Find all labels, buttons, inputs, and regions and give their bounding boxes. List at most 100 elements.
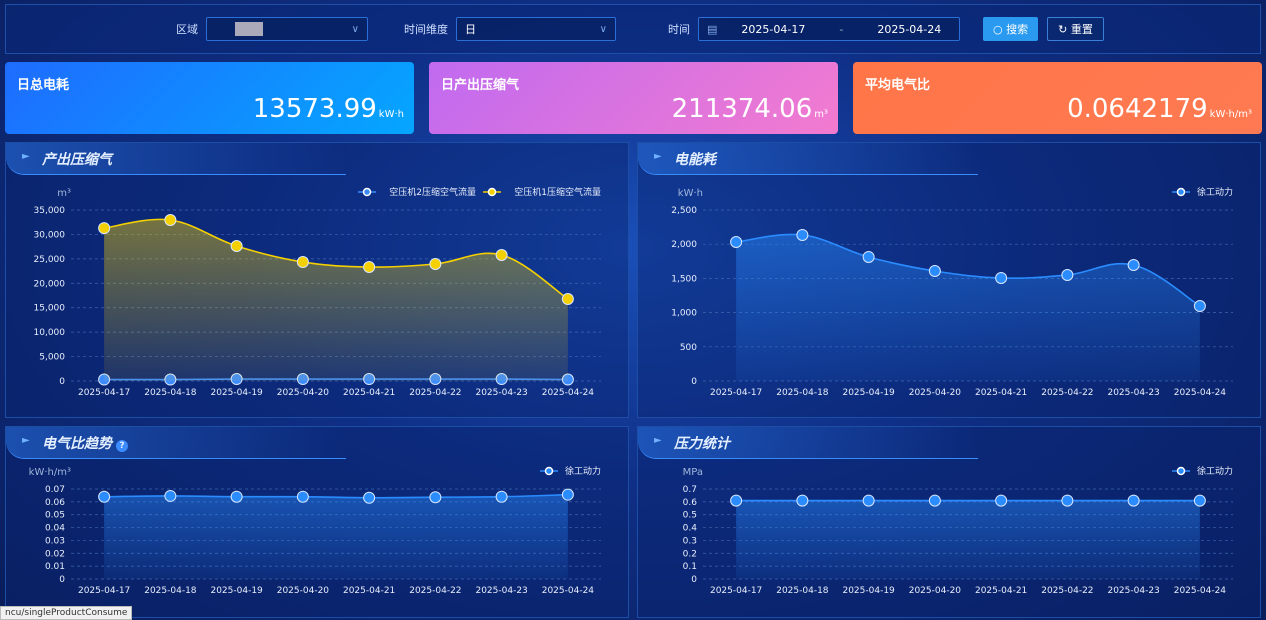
y-tick-label: 0.5 — [683, 511, 697, 521]
kpi-title: 平均电气比 — [865, 78, 931, 93]
x-tick-label: 2025-04-24 — [542, 586, 595, 596]
y-axis-label: kW·h — [678, 188, 703, 199]
data-point — [862, 494, 875, 507]
kpi-value: 0.0642179 — [1067, 94, 1208, 124]
x-tick-label: 2025-04-23 — [475, 388, 527, 398]
y-tick-label: 0.02 — [45, 549, 65, 559]
x-tick-label: 2025-04-22 — [409, 388, 461, 398]
x-tick-label: 2025-04-21 — [343, 388, 395, 398]
panel-pressure: ► 压力统计 MPa 0 0.1 0.2 0.3 0.4 0.5 0.6 0.7 2025-04-1… — [637, 426, 1261, 618]
panel-power: ► 电能耗 kW·h 0 500 1,000 1,500 2,000 2,500 2025-04… — [637, 142, 1261, 418]
help-icon[interactable]: ? — [116, 440, 128, 452]
legend-label: 徐工动力 — [1197, 465, 1233, 477]
data-point — [495, 490, 508, 503]
x-tick-label: 2025-04-20 — [277, 586, 330, 596]
panel-title: 产出压缩气 — [42, 152, 112, 168]
reset-button[interactable]: ↻ 重置 — [1047, 17, 1104, 41]
y-tick-label: 30,000 — [34, 230, 66, 240]
region-select[interactable]: ∨ — [206, 17, 368, 41]
data-point — [363, 491, 376, 504]
region-value-redacted — [235, 22, 263, 36]
x-tick-label: 2025-04-22 — [409, 586, 461, 596]
y-tick-label: 0.7 — [683, 485, 697, 495]
data-point — [995, 271, 1008, 284]
date-end[interactable]: 2025-04-24 — [877, 22, 942, 36]
y-tick-label: 0.1 — [683, 562, 697, 572]
y-axis-label: MPa — [683, 467, 703, 478]
data-point — [363, 261, 376, 274]
search-icon: ○ — [993, 22, 1007, 36]
data-point — [296, 490, 309, 503]
x-tick-label: 2025-04-23 — [1107, 586, 1159, 596]
kpi-value: 211374.06 — [671, 94, 813, 124]
date-range-picker[interactable]: ▤ 2025-04-17 - 2025-04-24 — [698, 17, 960, 41]
x-tick-label: 2025-04-22 — [1041, 388, 1093, 398]
kpi-card-avg-ratio: 平均电气比 0.0642179 kW·h/m³ — [853, 62, 1262, 134]
data-point — [561, 293, 574, 306]
x-tick-label: 2025-04-24 — [542, 388, 595, 398]
legend-marker — [362, 187, 372, 197]
x-tick-label: 2025-04-17 — [710, 388, 762, 398]
data-point — [928, 494, 941, 507]
status-bar-url: ncu/singleProductConsume — [0, 606, 133, 620]
y-tick-label: 1,000 — [671, 309, 697, 319]
kpi-value: 13573.99 — [252, 94, 377, 124]
time-dimension-select[interactable]: 日 ∨ — [456, 17, 616, 41]
y-tick-label: 0.03 — [45, 536, 65, 546]
arrow-icon: ► — [654, 151, 662, 162]
chevron-down-icon: ∨ — [351, 23, 359, 35]
x-tick-label: 2025-04-20 — [909, 388, 962, 398]
data-point — [429, 257, 442, 270]
data-point — [164, 214, 177, 227]
time-label: 时间 — [668, 23, 690, 36]
kpi-unit: kW·h — [378, 109, 404, 120]
data-point — [1061, 494, 1074, 507]
legend-marker — [544, 466, 554, 476]
date-start[interactable]: 2025-04-17 — [741, 22, 806, 36]
y-tick-label: 2,000 — [671, 240, 697, 250]
data-point — [495, 248, 508, 261]
y-tick-label: 5,000 — [39, 353, 65, 363]
x-tick-label: 2025-04-18 — [144, 586, 197, 596]
chart-compressed-air: m³ 0 5,000 10,000 15,000 20,000 25,000 30,000 35… — [34, 186, 601, 398]
panel-title: 电能耗 — [674, 152, 716, 168]
data-point — [1193, 300, 1206, 313]
arrow-icon: ► — [654, 435, 662, 446]
data-point — [98, 222, 111, 235]
data-point — [862, 250, 875, 263]
data-point — [98, 490, 111, 503]
chevron-down-icon: ∨ — [599, 23, 607, 35]
x-tick-label: 2025-04-17 — [78, 388, 130, 398]
panel-title: 电气比趋势 — [42, 436, 112, 452]
series-area — [104, 494, 568, 579]
x-tick-label: 2025-04-21 — [975, 586, 1027, 596]
y-tick-label: 0.01 — [45, 562, 65, 572]
y-tick-label: 0.6 — [683, 498, 698, 508]
data-point — [561, 488, 574, 501]
kpi-title: 日总电耗 — [17, 78, 70, 93]
kpi-unit: kW·h/m³ — [1209, 109, 1252, 120]
x-tick-label: 2025-04-23 — [1107, 388, 1159, 398]
x-tick-label: 2025-04-17 — [78, 586, 130, 596]
legend-marker — [1176, 466, 1186, 476]
series-area — [104, 219, 568, 381]
y-tick-label: 500 — [680, 343, 697, 353]
kpi-card-total-power: 日总电耗 13573.99 kW·h — [5, 62, 414, 134]
y-tick-label: 0 — [691, 377, 697, 387]
x-tick-label: 2025-04-19 — [842, 586, 895, 596]
data-point — [429, 491, 442, 504]
y-tick-label: 0.06 — [45, 498, 65, 508]
calendar-icon: ▤ — [707, 22, 718, 36]
data-point — [1127, 258, 1140, 271]
y-tick-label: 25,000 — [34, 255, 66, 265]
y-tick-label: 0 — [59, 575, 65, 585]
data-point — [995, 494, 1008, 507]
series-line — [104, 493, 568, 499]
series-line — [736, 233, 1201, 307]
time-dimension-label: 时间维度 — [404, 23, 448, 36]
refresh-icon: ↻ — [1058, 22, 1071, 36]
time-dimension-value: 日 — [465, 23, 476, 36]
arrow-icon: ► — [22, 151, 30, 162]
x-tick-label: 2025-04-17 — [710, 586, 762, 596]
search-button[interactable]: ○ 搜索 — [983, 17, 1039, 41]
